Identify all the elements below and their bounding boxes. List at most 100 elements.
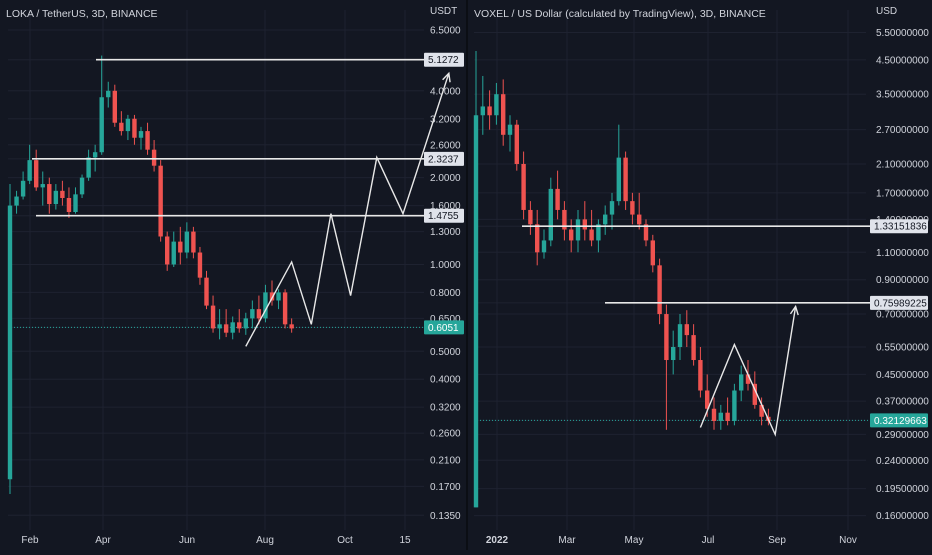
level-price-label: 1.4755 [428, 211, 459, 222]
last-price-box [870, 413, 928, 428]
candle [555, 170, 560, 220]
candle [282, 289, 288, 329]
y-tick-label: 0.55000000 [876, 342, 929, 353]
candle [145, 122, 150, 155]
candle [119, 111, 124, 136]
candle [191, 226, 196, 259]
projection-arrowhead [789, 304, 799, 316]
y-tick-label: 0.70000000 [876, 310, 929, 321]
candle [609, 192, 615, 230]
candle [66, 187, 72, 218]
candle [677, 314, 683, 361]
last-price-label: 0.32129663 [874, 416, 927, 427]
candle [630, 192, 635, 225]
candle [562, 201, 567, 241]
candle [112, 84, 117, 127]
projection-path[interactable] [245, 73, 450, 347]
y-tick-label: 0.2100 [430, 455, 461, 466]
chart-panel-1: LOKA / TetherUS, 3D, BINANCE USDT 6.5000 4.… [6, 6, 464, 546]
candle [256, 295, 262, 325]
x-tick-label: 15 [399, 535, 411, 546]
y-tick-label: 4.0000 [430, 86, 461, 97]
candle [569, 219, 574, 253]
y-tick-label: 3.2000 [430, 114, 461, 125]
y-tick-label: 0.45000000 [876, 370, 929, 381]
candle [589, 209, 594, 247]
candle [718, 404, 723, 430]
candle [616, 124, 621, 206]
level-price-box [870, 219, 928, 234]
y-tick-label: 0.90000000 [876, 275, 929, 286]
y-tick-label: 0.29000000 [876, 430, 929, 441]
candle [86, 149, 91, 181]
y-tick-label: 1.70000000 [876, 188, 929, 199]
candle [73, 187, 78, 214]
projection-arrowhead [442, 71, 451, 83]
candle [53, 184, 59, 210]
candle [197, 246, 203, 285]
y-tick-label: 1.3000 [430, 227, 461, 238]
y-tick-label: 0.8000 [430, 288, 461, 299]
candle [528, 201, 533, 235]
currency-label: USDT [430, 6, 457, 17]
candle [165, 231, 170, 271]
level-price-label: 2.3237 [428, 154, 459, 165]
candle [603, 205, 608, 235]
candle [494, 82, 499, 125]
x-tick-label: Jul [702, 535, 715, 546]
x-tick-label: Oct [337, 535, 353, 546]
candle [237, 309, 242, 333]
candle [243, 312, 248, 335]
candle [501, 79, 506, 146]
candle [487, 90, 492, 130]
last-price-box [424, 320, 464, 335]
y-tick-label: 2.6000 [430, 140, 461, 151]
level-price-label: 0.75989225 [874, 298, 927, 309]
x-tick-label: Mar [558, 535, 576, 546]
candle [725, 397, 730, 426]
candle [623, 151, 628, 210]
level-price-label: 1.33151836 [874, 222, 927, 233]
candle [106, 81, 111, 108]
candle [79, 174, 85, 198]
chart-title: LOKA / TetherUS, 3D, BINANCE [6, 8, 158, 20]
level-price-box [424, 208, 464, 223]
candle [698, 346, 703, 398]
candle [535, 209, 540, 266]
candle [711, 397, 717, 430]
y-tick-label: 1.0000 [430, 260, 461, 271]
candle [541, 229, 547, 259]
x-tick-label: Feb [21, 535, 39, 546]
candle [138, 126, 144, 150]
candle [40, 171, 45, 206]
candle [657, 258, 662, 325]
y-tick-label: 0.37000000 [876, 397, 929, 408]
y-tick-label: 2.0000 [430, 173, 461, 184]
candle [650, 234, 655, 273]
candle [230, 316, 235, 340]
level-price-box [424, 52, 464, 67]
x-tick-label: Sep [768, 535, 786, 546]
candle [178, 226, 183, 265]
x-tick-label: May [625, 535, 644, 546]
chart-title: VOXEL / US Dollar (calculated by Trading… [474, 8, 766, 20]
candle [480, 75, 485, 135]
x-tick-label: Apr [95, 535, 111, 546]
candle [184, 222, 190, 259]
candle [521, 151, 526, 220]
panel-divider [466, 0, 468, 550]
y-tick-label: 1.6000 [430, 201, 461, 212]
candle [125, 114, 131, 141]
projection-path[interactable] [699, 306, 797, 437]
candle [20, 171, 26, 200]
candle [637, 192, 642, 230]
candle [60, 180, 65, 206]
y-tick-label: 4.50000000 [876, 55, 929, 66]
level-price-label: 5.1272 [428, 55, 459, 66]
level-price-box [424, 151, 464, 166]
candle [99, 55, 104, 155]
candle [27, 144, 32, 185]
candle [171, 231, 176, 267]
candle [289, 318, 294, 333]
